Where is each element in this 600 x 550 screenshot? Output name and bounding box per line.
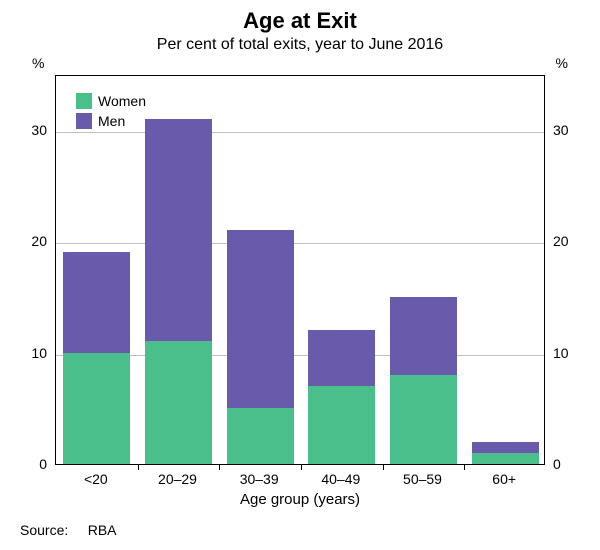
legend: Women Men [76,93,146,133]
x-tick-label: <20 [84,471,108,487]
source-line: Source: RBA [20,522,117,538]
y-tick-label-right: 30 [553,122,569,138]
y-tick-label-right: 20 [553,233,569,249]
y-tick-label-right: 0 [553,456,561,472]
y-tick-label-left: 0 [39,456,47,472]
x-axis-label: Age group (years) [240,491,360,508]
bar-segment-women [308,386,375,464]
x-tick-mark [464,464,465,470]
bar-group [308,330,375,464]
bar-segment-women [390,375,457,464]
bar-segment-women [472,453,539,464]
y-tick-label-left: 10 [31,345,47,361]
y-tick-label-left: 30 [31,122,47,138]
bar-segment-men [472,442,539,453]
bar-segment-men [390,297,457,375]
legend-item-women: Women [76,93,146,109]
x-tick-label: 30–39 [240,471,279,487]
bar-group [472,442,539,464]
bar-segment-men [145,119,212,342]
y-tick-label-left: 20 [31,233,47,249]
bar-group [390,297,457,464]
x-tick-mark [301,464,302,470]
source-label: Source: [20,522,68,538]
x-tick-mark [138,464,139,470]
chart-subtitle: Per cent of total exits, year to June 20… [0,34,600,54]
bar-segment-men [227,230,294,408]
legend-label-men: Men [98,113,125,129]
x-tick-label: 50–59 [403,471,442,487]
gridline [56,132,544,133]
x-tick-label: 40–49 [321,471,360,487]
bar-group [145,119,212,464]
source-value: RBA [88,522,117,538]
legend-swatch-women [76,93,92,109]
bar-segment-men [308,330,375,386]
legend-label-women: Women [98,93,146,109]
x-tick-mark [383,464,384,470]
chart-title: Age at Exit [0,0,600,34]
bar-segment-women [145,341,212,464]
gridline [56,243,544,244]
x-tick-label: 60+ [492,471,516,487]
x-tick-label: 20–29 [158,471,197,487]
bar-segment-women [63,353,130,464]
x-tick-mark [219,464,220,470]
bar-group [63,252,130,464]
bar-segment-men [63,252,130,352]
legend-item-men: Men [76,113,146,129]
chart-container: Age at Exit Per cent of total exits, yea… [0,0,600,550]
bar-segment-women [227,408,294,464]
bar-group [227,230,294,464]
legend-swatch-men [76,113,92,129]
y-unit-left: % [32,55,44,71]
plot-area: Women Men [55,75,545,465]
y-tick-label-right: 10 [553,345,569,361]
y-unit-right: % [556,55,568,71]
